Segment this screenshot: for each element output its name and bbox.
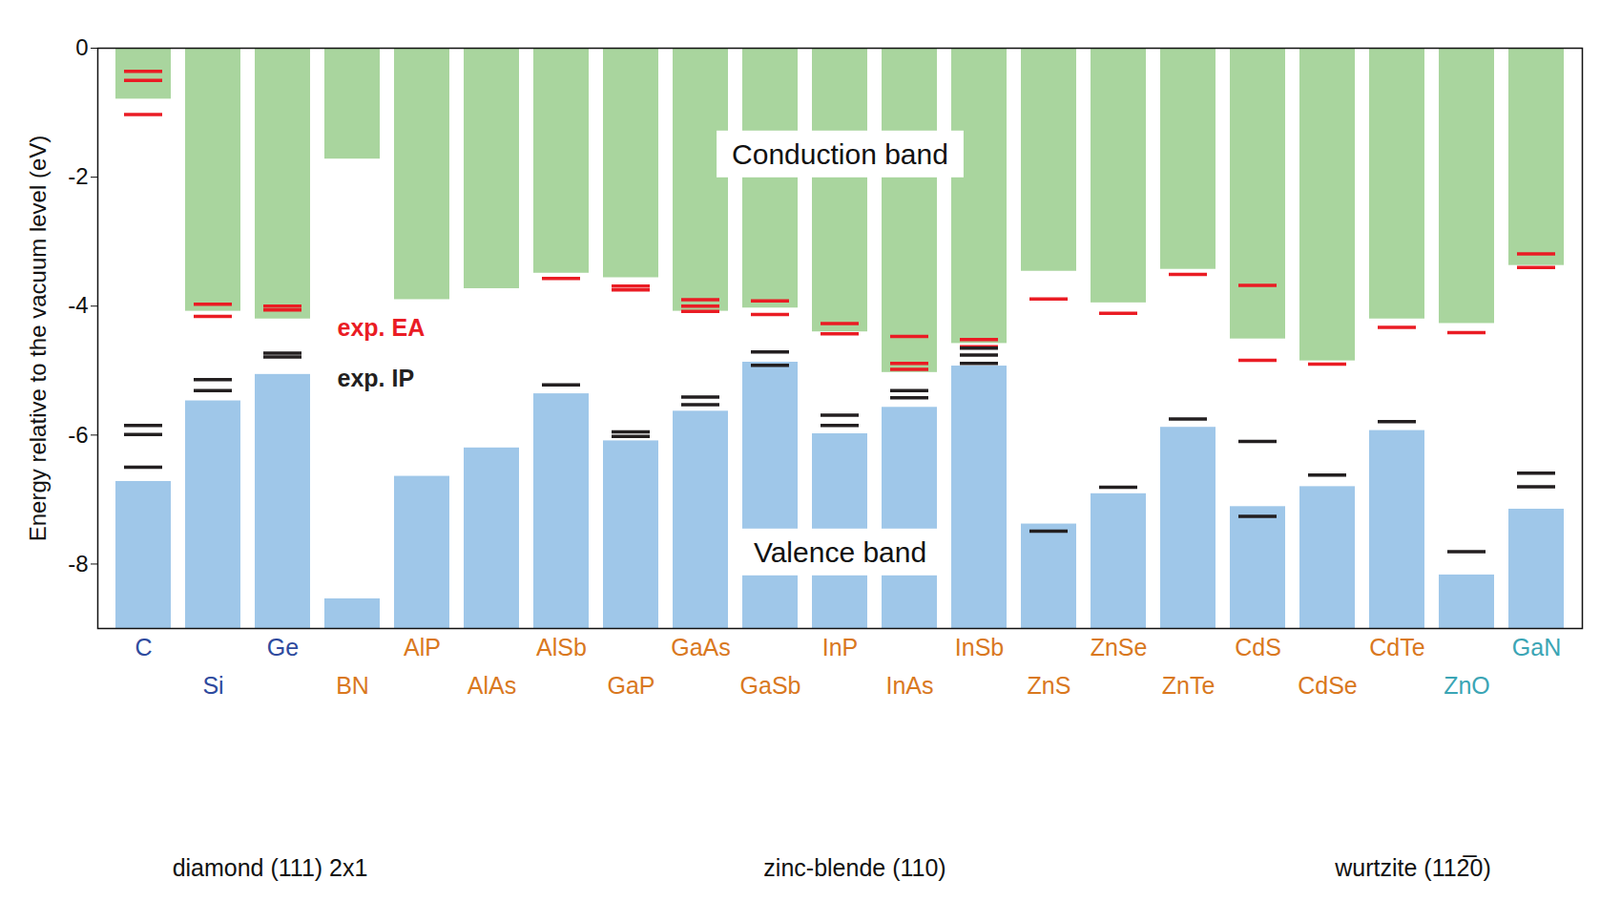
svg-text:ZnS: ZnS bbox=[1027, 671, 1072, 699]
svg-text:GaN: GaN bbox=[1512, 633, 1561, 661]
svg-text:0: 0 bbox=[75, 34, 88, 61]
svg-text:Si: Si bbox=[202, 671, 224, 699]
svg-text:InSb: InSb bbox=[955, 633, 1004, 661]
svg-text:-6: -6 bbox=[67, 421, 88, 448]
svg-text:CdTe: CdTe bbox=[1369, 633, 1425, 661]
svg-text:-2: -2 bbox=[67, 163, 88, 189]
svg-text:-4: -4 bbox=[67, 291, 88, 318]
html-text:zinc-blende (110): zinc-blende (110) bbox=[763, 853, 947, 881]
svg-text:CdS: CdS bbox=[1234, 633, 1282, 661]
svg-text:C: C bbox=[134, 633, 152, 661]
svg-text:AlAs: AlAs bbox=[467, 671, 517, 699]
svg-text:AlP: AlP bbox=[403, 633, 441, 661]
svg-text:ZnSe: ZnSe bbox=[1090, 633, 1148, 661]
svg-text:InAs: InAs bbox=[885, 671, 934, 699]
svg-text:exp. EA: exp. EA bbox=[337, 313, 426, 341]
svg-text:GaAs: GaAs bbox=[670, 633, 731, 661]
svg-text:CdSe: CdSe bbox=[1297, 671, 1358, 699]
svg-text:ZnO: ZnO bbox=[1443, 671, 1491, 699]
svg-text:GaP: GaP bbox=[606, 671, 655, 699]
svg-text:BN: BN bbox=[335, 671, 370, 699]
svg-text:Conduction band: Conduction band bbox=[731, 138, 949, 170]
svg-text:-8: -8 bbox=[67, 550, 88, 577]
svg-text:Ge: Ge bbox=[267, 633, 299, 661]
svg-text:AlSb: AlSb bbox=[536, 633, 587, 661]
html-text:diamond (111) 2x1: diamond (111) 2x1 bbox=[172, 853, 368, 881]
svg-text:GaSb: GaSb bbox=[740, 671, 802, 699]
svg-text:exp. IP: exp. IP bbox=[337, 364, 416, 392]
svg-text:Energy relative to the vacuum: Energy relative to the vacuum level (eV) bbox=[24, 135, 51, 542]
svg-text:ZnTe: ZnTe bbox=[1162, 671, 1216, 699]
html-text:wurtzite (112̅0): wurtzite (112̅0) bbox=[1335, 853, 1492, 881]
svg-text:InP: InP bbox=[822, 633, 859, 661]
svg-text:Valence band: Valence band bbox=[753, 536, 927, 568]
